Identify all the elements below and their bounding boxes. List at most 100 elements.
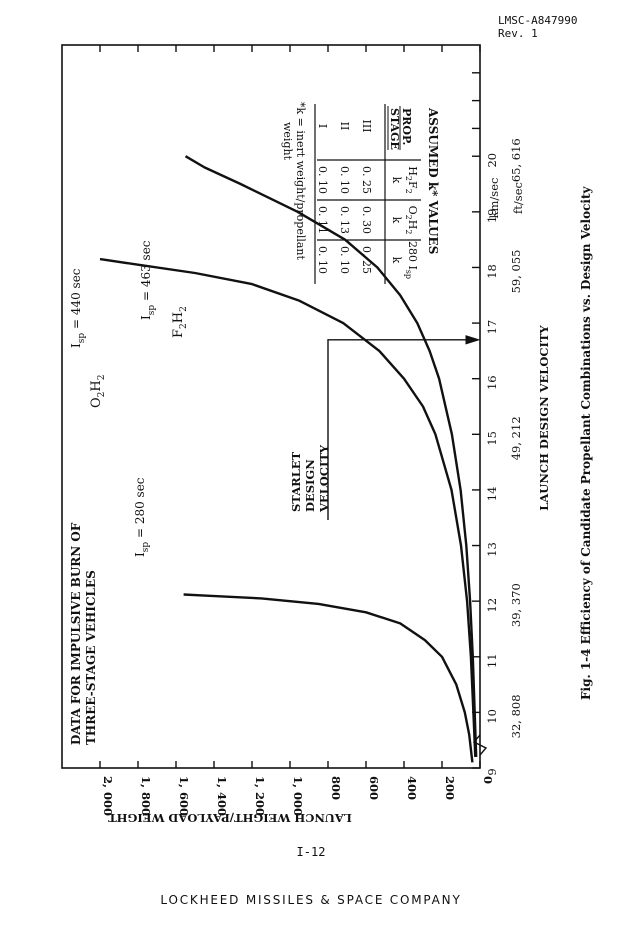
design-velocity-arrowhead: [465, 335, 481, 345]
series-label-280-part: I: [133, 552, 147, 557]
k-table-col-head-part: H: [406, 220, 419, 230]
series-label-440-part: = 440 sec: [69, 268, 83, 333]
k-table-col-head-part: 2: [404, 176, 413, 181]
k-table-col-head-part: O: [406, 206, 419, 215]
company-footer: LOCKHEED MISSILES & SPACE COMPANY: [160, 893, 462, 907]
design-velocity-leader: [327, 339, 468, 520]
k-table-col-head-part: H: [406, 166, 419, 176]
x-tick-label: 19: [485, 209, 499, 224]
curve-o2h2-440: [99, 257, 477, 757]
k-table-value: 0. 10: [316, 166, 329, 194]
propellant-label-f2h2-part: 2: [179, 323, 189, 329]
x-tick-label: 13: [485, 542, 499, 557]
y-tick-label: 0: [481, 776, 495, 784]
propellant-label-o2h2-part: 2: [97, 375, 107, 381]
curve-isp-280: [183, 593, 474, 763]
k-table-col-head-part: F: [406, 181, 419, 189]
revision: Rev. 1: [498, 27, 538, 40]
x-tick-label-ft: 59, 055: [509, 250, 523, 294]
x-tick-label: 15: [485, 431, 499, 446]
y-tick-label: 1, 800: [139, 776, 153, 816]
curve-f2h2-463: [184, 155, 478, 757]
y-tick-label: 600: [367, 776, 381, 800]
k-table-value: 0. 11: [316, 206, 329, 234]
design-velocity-label-line: STARLET: [289, 451, 303, 512]
annotation-line-2: THREE-STAGE VEHICLES: [84, 570, 98, 745]
y-axis-label: LAUNCH WEIGHT/PAYLOAD WEIGHT: [108, 811, 352, 825]
series-label-463: Isp = 463 sec: [139, 240, 157, 320]
x-tick-label: 16: [485, 375, 499, 390]
series-label-463-part: sp: [147, 305, 157, 316]
k-values-table: ASSUMED k* VALUESPROP.STAGEH2F2kO2H2k280…: [281, 102, 440, 284]
y-tick-label: 1, 600: [177, 776, 191, 816]
x-tick-label-ft: 49, 212: [509, 416, 523, 460]
x-tick-label: 20: [485, 153, 499, 168]
k-table-col-head-part: 2: [404, 215, 413, 220]
k-table-value: 0. 13: [338, 206, 351, 234]
k-table-col-k: k: [390, 217, 403, 224]
x-unit-ft: ft/sec: [511, 182, 525, 214]
y-tick-label: 1, 000: [291, 776, 305, 816]
k-table-value: 0. 10: [338, 246, 351, 274]
propellant-label-o2h2-part: O: [89, 397, 104, 408]
series-label-440: Isp = 440 sec: [69, 268, 87, 348]
propellant-label-f2h2-part: 2: [179, 306, 189, 312]
k-table-value: 0. 10: [316, 246, 329, 274]
k-table-col-head-part: sp: [404, 270, 413, 279]
k-table-stage: II: [338, 122, 351, 131]
figure-caption: Fig. 1-4 Efficiency of Candidate Propell…: [579, 185, 593, 700]
series-label-280-part: = 280 sec: [133, 477, 147, 542]
x-tick-label-ft: 65, 616: [509, 138, 523, 182]
k-table-col-head-part: 2: [404, 189, 413, 194]
k-table-stage: III: [360, 119, 373, 132]
k-table-col-k: k: [390, 257, 403, 264]
page-number: I-12: [296, 845, 326, 859]
series-label-440-part: sp: [77, 333, 87, 344]
k-table-head-stage-2: STAGE: [388, 108, 401, 150]
document-header: LMSC-A847990 Rev. 1: [498, 14, 577, 40]
x-axis-label: LAUNCH DESIGN VELOCITY: [537, 324, 551, 510]
x-tick-label: 10: [485, 709, 499, 724]
propellant-label-o2h2: O2H2: [89, 375, 107, 408]
k-table-title: ASSUMED k* VALUES: [426, 107, 440, 254]
k-table-col-head-part: 2: [404, 229, 413, 234]
x-tick-label: 11: [485, 653, 499, 668]
y-tick-label: 1, 400: [215, 776, 229, 816]
propellant-label-o2h2-part: H: [89, 380, 104, 391]
y-tick-label: 800: [329, 776, 343, 800]
k-table-col-head: H2F2: [404, 166, 419, 193]
x-unit-km: km/sec: [487, 178, 501, 219]
document-id: LMSC-A847990: [498, 14, 578, 27]
y-tick-label: 400: [405, 776, 419, 800]
k-table-value: 0. 10: [338, 166, 351, 194]
x-tick-label: 12: [485, 598, 499, 613]
y-tick-label: 200: [443, 776, 457, 800]
x-tick-label-ft: 32, 808: [509, 694, 523, 738]
k-table-col-head: O2H2: [404, 206, 419, 235]
k-table-footnote-2: weight: [281, 122, 294, 161]
propellant-label-f2h2-part: F: [171, 329, 186, 338]
x-tick-label: 14: [485, 487, 499, 502]
x-tick-label: 9: [485, 768, 499, 775]
annotation-line-1: DATA FOR IMPULSIVE BURN OF: [69, 522, 83, 745]
k-table-value: 0. 25: [360, 166, 373, 194]
series-label-463-part: = 463 sec: [139, 240, 153, 305]
k-table-col-k: k: [390, 177, 403, 184]
series-label-280: Isp = 280 sec: [133, 477, 151, 557]
k-table-stage: I: [316, 124, 329, 128]
k-table-col-head-part: 280 I: [406, 241, 419, 270]
plot-frame: [61, 44, 481, 769]
x-tick-label-ft: 39, 370: [509, 583, 523, 627]
k-table-value: 0. 25: [360, 246, 373, 274]
series-label-440-part: I: [69, 343, 83, 348]
series-label-463-part: I: [139, 315, 153, 320]
propellant-label-f2h2: F2H2: [171, 306, 189, 338]
design-velocity-label-line: DESIGN: [303, 459, 317, 512]
x-tick-label: 18: [485, 264, 499, 279]
axis-break: [472, 734, 488, 756]
propellant-label-f2h2-part: H: [171, 312, 186, 323]
k-table-footnote-1: *k = inert weight/propellant: [294, 102, 307, 261]
propellant-label-o2h2-part: 2: [97, 392, 107, 398]
x-tick-label: 17: [485, 320, 499, 335]
